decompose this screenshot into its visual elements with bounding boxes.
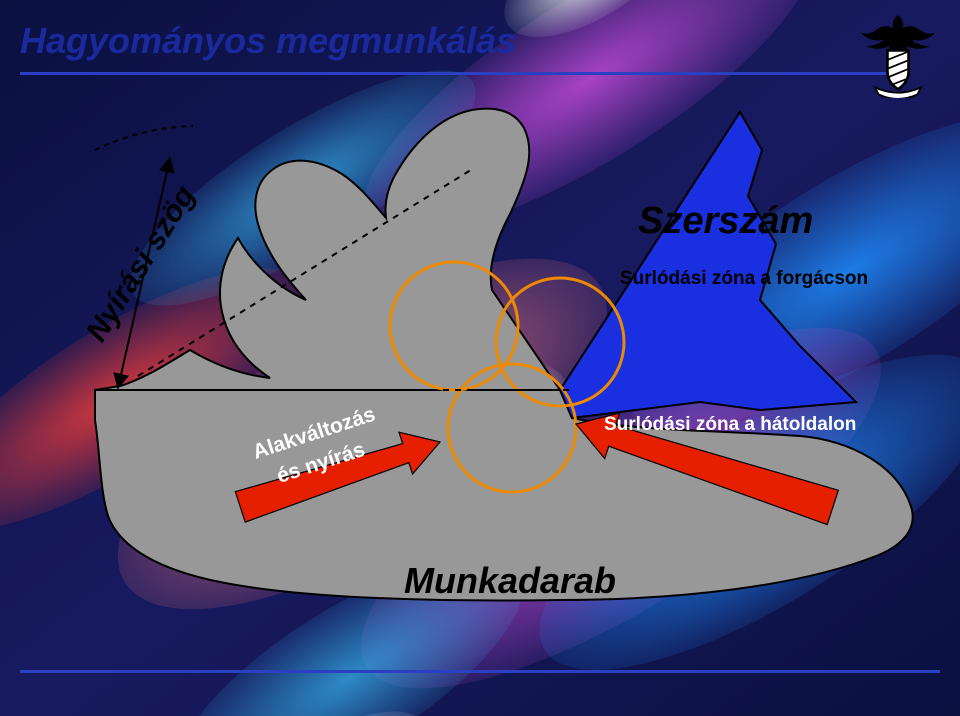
label-szerszam: Szerszám: [638, 200, 813, 243]
label-surlodas-hatoldal: Surlódási zóna a hátoldalon: [604, 414, 856, 436]
bottom-rule: [20, 670, 940, 673]
tool-shape: [560, 112, 856, 418]
shear-angle-arc: [95, 126, 193, 150]
cutting-diagram: [0, 0, 960, 716]
label-surlodas-forgacs: Surlódási zóna a forgácson: [620, 268, 868, 290]
label-munkadarab: Munkadarab: [404, 560, 616, 602]
